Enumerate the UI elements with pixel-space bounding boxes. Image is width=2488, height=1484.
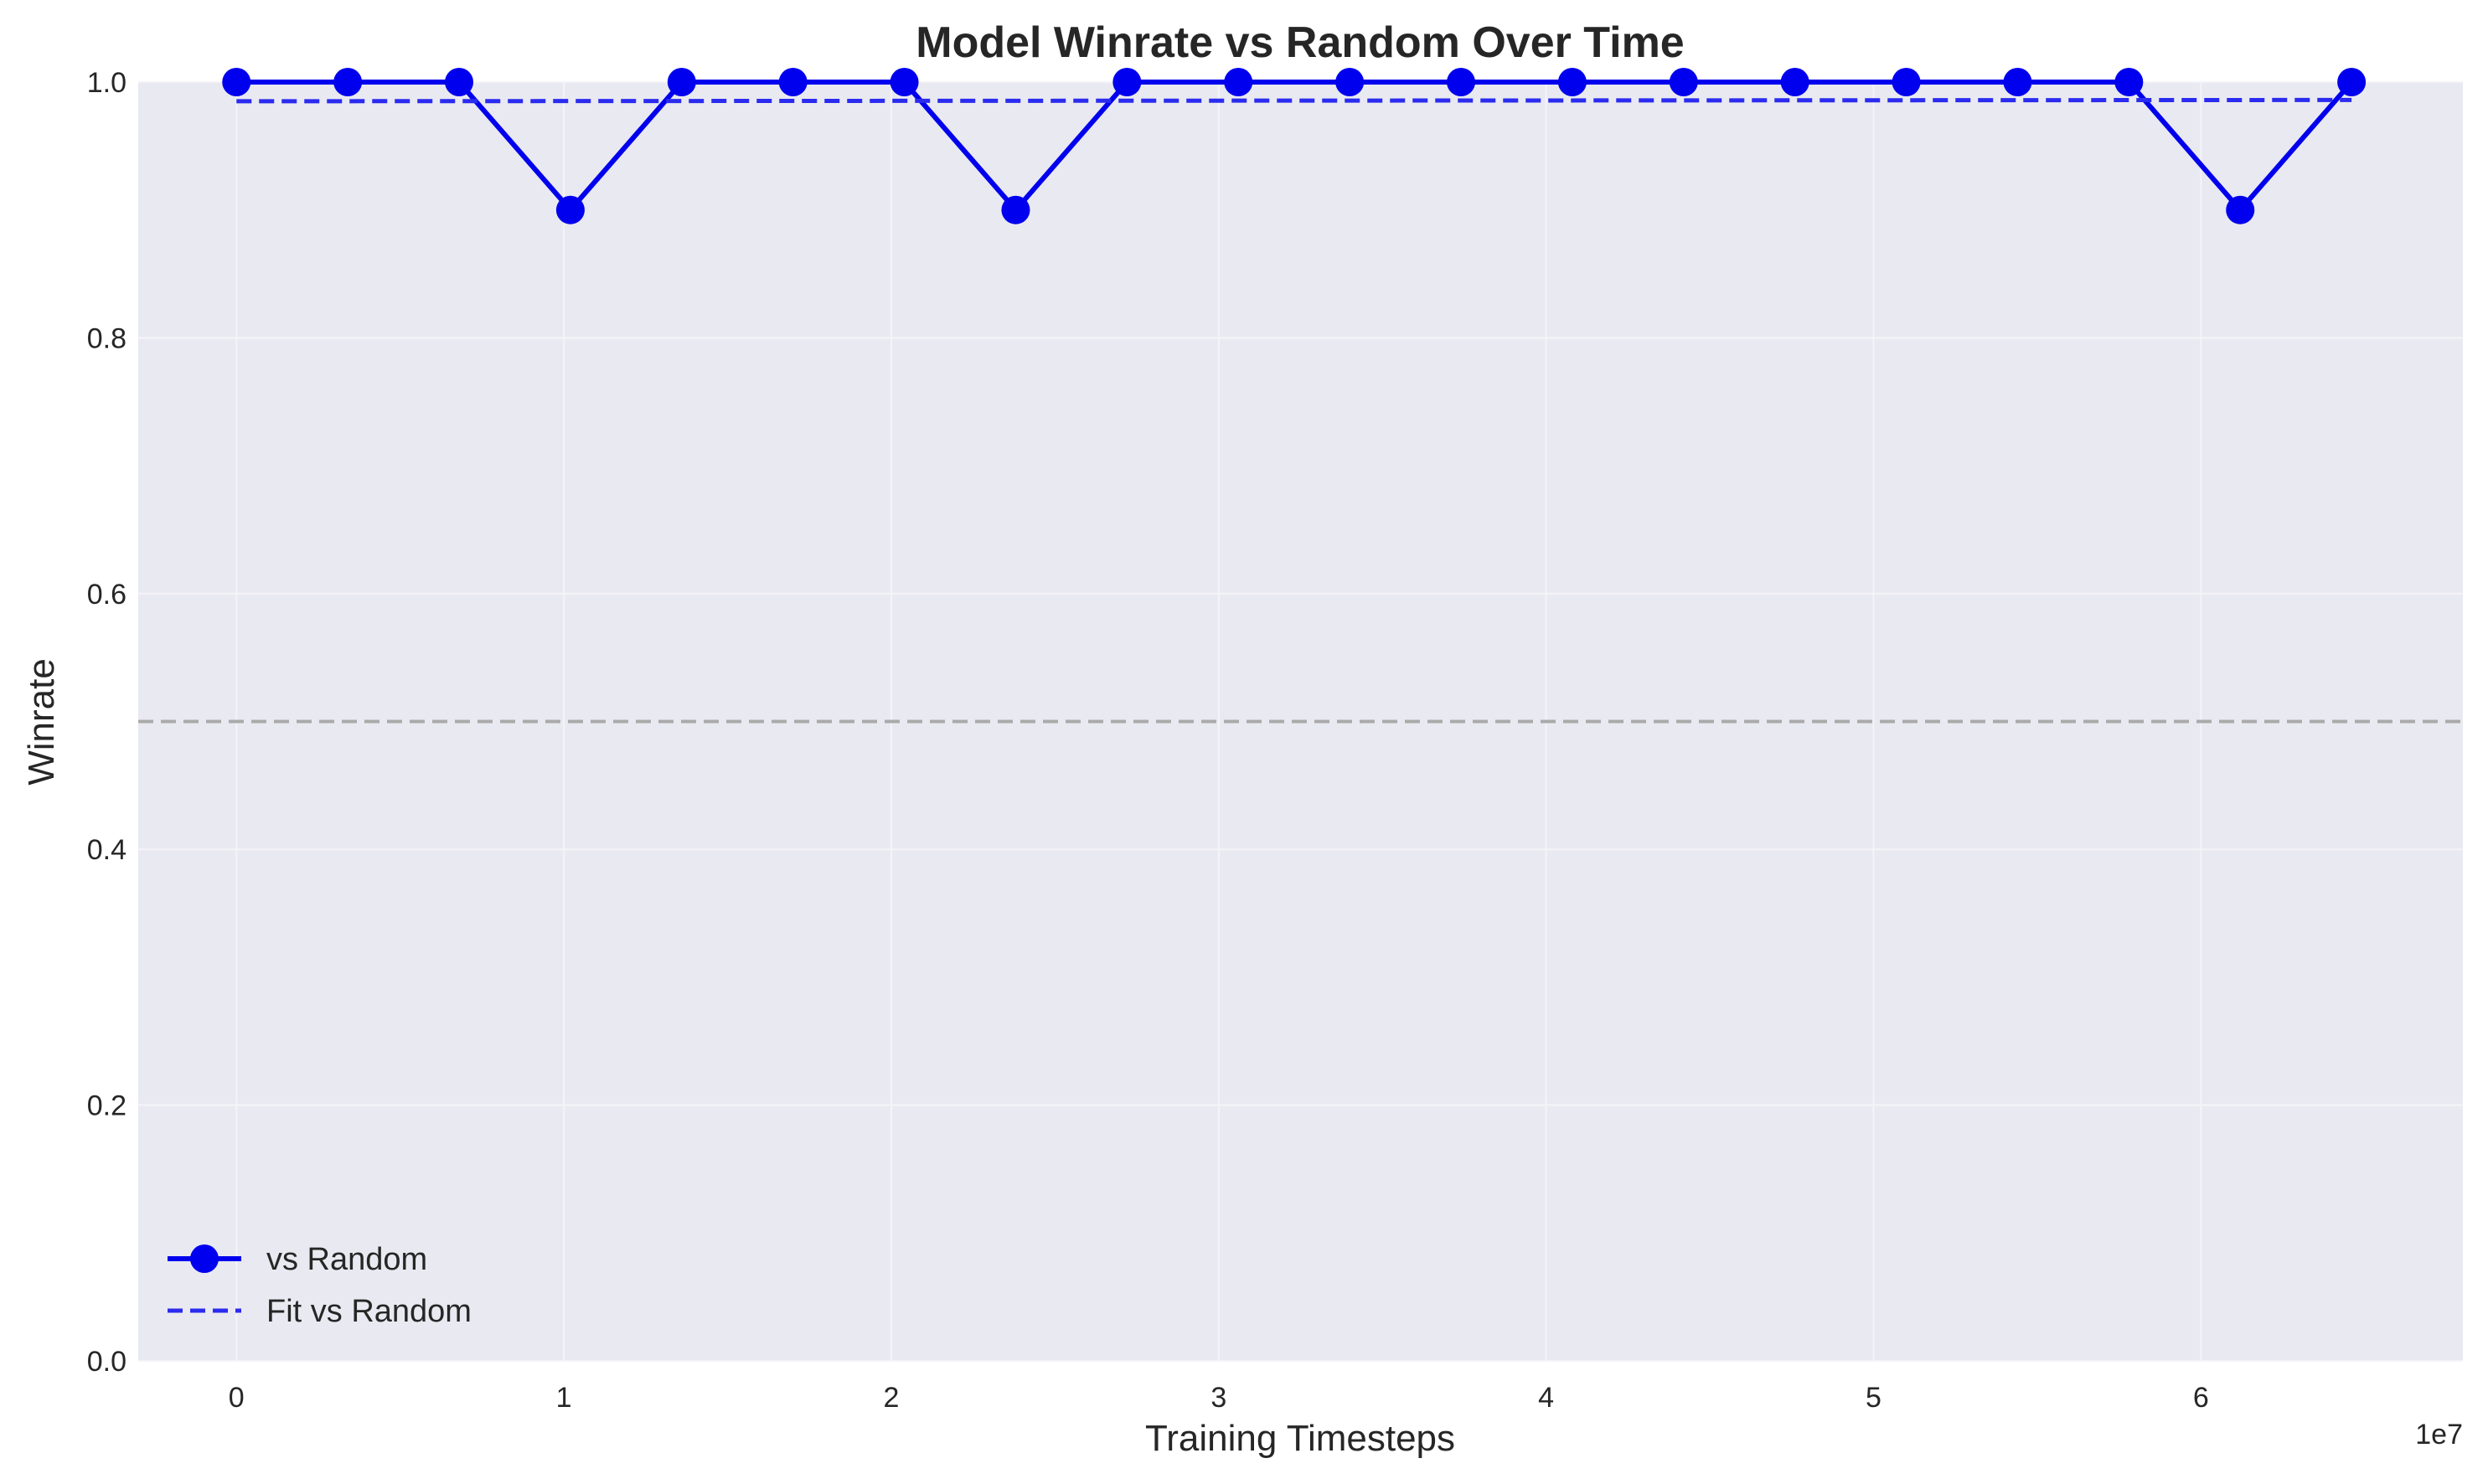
- y-tick-label-4: 0.8: [87, 322, 126, 354]
- data-point-0-12: [1557, 68, 1587, 96]
- y-tick-label-2: 0.4: [87, 834, 126, 866]
- series-line-1: [236, 97, 2352, 104]
- series-layer: [222, 68, 2367, 224]
- y-tick-label-5: 1.0: [87, 67, 126, 99]
- data-point-0-15: [1892, 68, 1921, 96]
- x-tick-label-6: 6: [2193, 1382, 2209, 1414]
- x-tick-label-2: 2: [883, 1382, 899, 1414]
- data-point-0-19: [2337, 68, 2367, 96]
- data-point-0-3: [555, 195, 585, 224]
- data-point-0-13: [1669, 68, 1698, 96]
- y-axis-label: Winrate: [21, 658, 62, 786]
- legend: vs Random Fit vs Random: [168, 1242, 472, 1329]
- x-tick-label-5: 5: [1866, 1382, 1881, 1414]
- data-point-0-17: [2114, 68, 2144, 96]
- y-tick-label-1: 0.2: [87, 1090, 126, 1122]
- series-line-0: [236, 80, 2354, 213]
- y-tick-label-0: 0.0: [87, 1346, 126, 1378]
- data-point-0-10: [1335, 68, 1365, 96]
- chart-title: Model Winrate vs Random Over Time: [916, 18, 1684, 67]
- x-tick-label-3: 3: [1210, 1382, 1226, 1414]
- x-axis-label: Training Timesteps: [1145, 1418, 1455, 1459]
- data-point-0-0: [222, 68, 251, 96]
- x-tick-label-0: 0: [229, 1382, 245, 1414]
- data-point-0-9: [1224, 68, 1253, 96]
- legend-marker-vs-random: [190, 1244, 219, 1273]
- data-point-0-14: [1780, 68, 1809, 96]
- x-tick-label-4: 4: [1538, 1382, 1554, 1414]
- data-point-0-4: [667, 68, 696, 96]
- x-tick-label-1: 1: [556, 1382, 572, 1414]
- data-point-0-11: [1447, 68, 1476, 96]
- x-offset-label: 1e7: [2415, 1419, 2463, 1451]
- data-point-0-5: [778, 68, 808, 96]
- legend-label-fit-vs-random: Fit vs Random: [266, 1294, 472, 1329]
- data-point-0-16: [2003, 68, 2032, 96]
- legend-label-vs-random: vs Random: [266, 1242, 427, 1277]
- data-point-0-6: [890, 68, 919, 96]
- data-point-0-1: [333, 68, 363, 96]
- data-point-0-18: [2226, 195, 2255, 224]
- data-point-0-7: [1001, 195, 1030, 224]
- data-point-0-2: [445, 68, 474, 96]
- x-tick-labels: 0 1 2 3 4 5 6: [229, 1382, 2209, 1414]
- y-tick-labels: 0.0 0.2 0.4 0.6 0.8 1.0: [87, 67, 126, 1378]
- y-tick-label-3: 0.6: [87, 579, 126, 611]
- data-point-0-8: [1112, 68, 1142, 96]
